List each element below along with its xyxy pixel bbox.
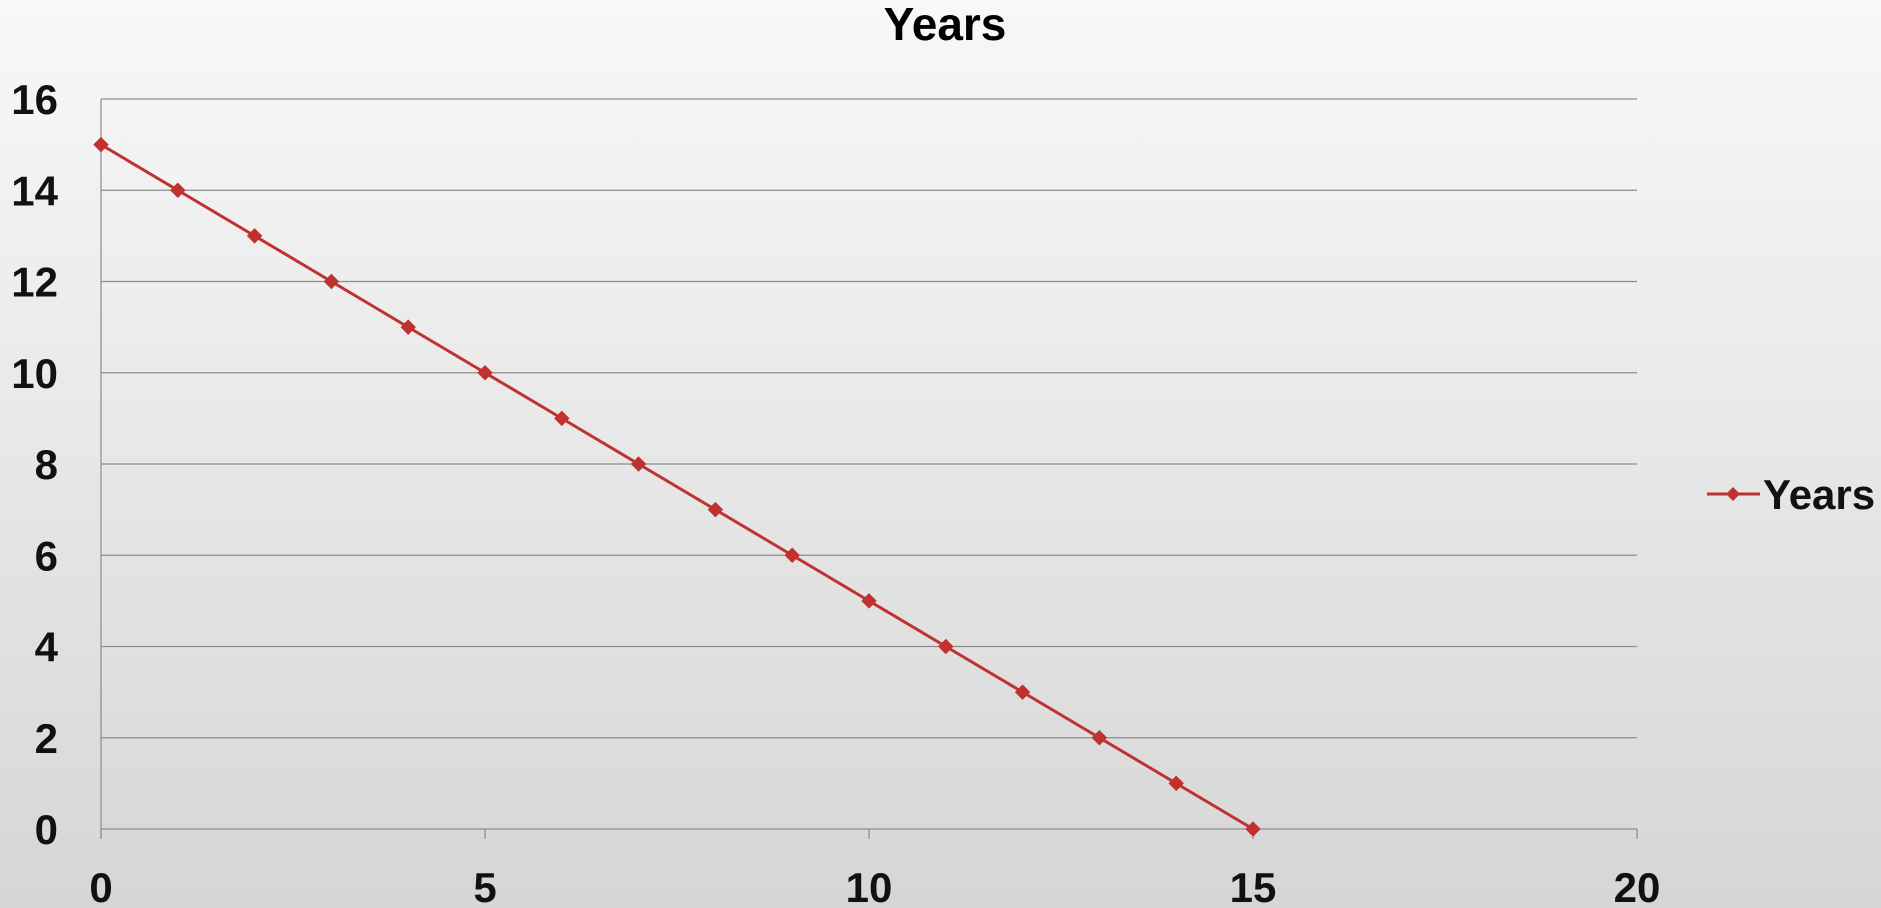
x-tick-label: 15: [1230, 864, 1277, 908]
x-tick-label: 0: [89, 864, 112, 908]
data-point-marker: [784, 547, 800, 563]
data-point-marker: [477, 365, 493, 381]
data-point-marker: [170, 182, 186, 198]
legend: Years: [1707, 471, 1875, 518]
data-point-marker: [1014, 684, 1031, 700]
data-point-marker: [93, 136, 109, 153]
series-line-0: [100, 143, 1254, 831]
tick-labels: 0 2 4 6 8 10 12 14 16 0 5 10 15 20: [11, 76, 1660, 908]
y-tick-label: 16: [11, 76, 58, 123]
data-point-marker: [861, 593, 877, 609]
legend-label: Years: [1763, 471, 1875, 518]
data-point-marker: [630, 456, 647, 472]
legend-diamond-marker: [1726, 487, 1740, 501]
x-tick-label: 10: [846, 864, 893, 908]
data-point-marker: [938, 638, 954, 655]
data-point-marker: [323, 273, 340, 290]
data-point-marker: [1091, 730, 1108, 746]
y-tick-label: 6: [35, 532, 58, 579]
data-point-marker: [554, 410, 570, 427]
series-lines: [100, 143, 1254, 831]
data-point-marker: [707, 501, 724, 518]
x-tick-label: 20: [1614, 864, 1661, 908]
y-tick-label: 2: [35, 715, 58, 762]
data-point-marker: [246, 228, 263, 244]
data-point-marker: [1245, 821, 1261, 837]
data-point-marker: [400, 319, 416, 335]
y-tick-label: 14: [11, 167, 58, 214]
y-tick-label: 4: [35, 624, 59, 671]
y-tick-label: 8: [35, 441, 58, 488]
y-tick-label: 0: [35, 806, 58, 853]
y-tick-label: 10: [11, 350, 58, 397]
data-point-marker: [1168, 775, 1184, 792]
x-tick-label: 5: [473, 864, 496, 908]
axes: [100, 99, 1638, 839]
chart-title: Years: [884, 0, 1007, 50]
gridlines: [101, 98, 1637, 830]
data-markers: [93, 136, 1261, 837]
y-tick-label: 12: [11, 259, 58, 306]
